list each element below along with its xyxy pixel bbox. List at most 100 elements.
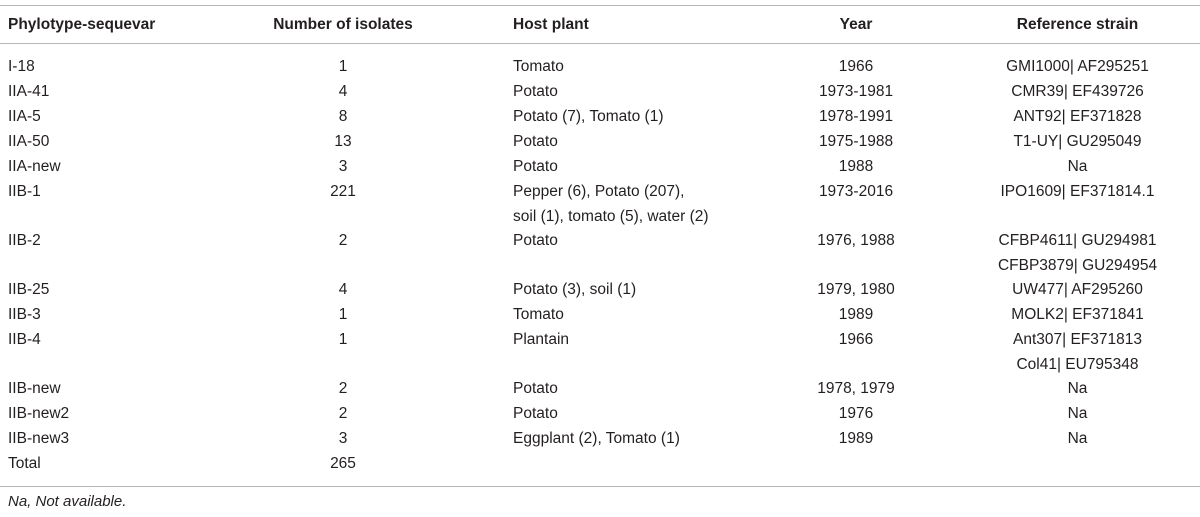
cell-host-plant-line: Potato (513, 158, 558, 175)
cell-sequevar: IIB-2 (8, 232, 41, 249)
cell-year: 1978, 1979 (817, 380, 895, 397)
cell-reference-strain-line: Na (1067, 380, 1088, 397)
cell-sequevar: IIA-new (8, 158, 61, 175)
cell-isolates: 4 (338, 83, 348, 100)
cell-isolates: 13 (334, 133, 352, 150)
cell-sequevar: IIA-41 (8, 83, 50, 100)
cell-reference-strain: Ant307| EF371813 Col41| EU795348 (960, 327, 1195, 377)
cell-year: 1973-2016 (818, 183, 894, 200)
cell-reference-strain-line: Na (1067, 430, 1088, 447)
cell-host-plant-line: Potato (7), Tomato (1) (513, 108, 664, 125)
cell-reference-strain-line: Col41| EU795348 (1016, 356, 1139, 373)
cell-host-plant-line: Potato (513, 380, 558, 397)
cell-reference-strain: T1-UY| GU295049 (960, 129, 1195, 154)
cell-reference-strain-line: MOLK2| EF371841 (1011, 306, 1144, 323)
cell-host-plant-line: soil (1), tomato (5), water (2) (513, 208, 709, 225)
cell-host-plant-line: Tomato (513, 58, 564, 75)
cell-isolates: 2 (338, 232, 348, 249)
cell-reference-strain: IPO1609| EF371814.1 (960, 179, 1195, 204)
cell-reference-strain-line: CFBP4611| GU294981 (998, 232, 1157, 249)
cell-year: 1966 (838, 331, 874, 348)
cell-reference-strain: GMI1000| AF295251 (960, 54, 1195, 79)
table-header-rule (0, 43, 1200, 44)
cell-host-plant-line: Potato (513, 83, 558, 100)
cell-isolates: 3 (338, 430, 348, 447)
cell-reference-strain-line: ANT92| EF371828 (1013, 108, 1142, 125)
cell-year: 1989 (838, 430, 874, 447)
cell-host-plant: Potato (513, 401, 558, 426)
cell-host-plant: Tomato (513, 54, 564, 79)
cell-reference-strain-line: T1-UY| GU295049 (1013, 133, 1142, 150)
cell-reference-strain-line: Na (1067, 405, 1088, 422)
cell-isolates: 8 (338, 108, 348, 125)
table-footnote: Na, Not available. (8, 493, 127, 510)
cell-sequevar: IIB-3 (8, 306, 41, 323)
cell-host-plant: Pepper (6), Potato (207), soil (1), tomat… (513, 179, 709, 229)
cell-sequevar: I-18 (8, 58, 35, 75)
cell-reference-strain-line: CFBP3879| GU294954 (997, 257, 1158, 274)
cell-host-plant-line: Potato (513, 133, 558, 150)
header-number-of-isolates: Number of isolates (273, 16, 413, 33)
cell-year: 1966 (838, 58, 874, 75)
cell-year: 1979, 1980 (817, 281, 895, 298)
cell-sequevar: IIB-25 (8, 281, 50, 298)
cell-year: 1978-1991 (818, 108, 894, 125)
cell-isolates: 265 (330, 455, 356, 472)
cell-reference-strain: MOLK2| EF371841 (960, 302, 1195, 327)
cell-reference-strain: Na (960, 154, 1195, 179)
cell-host-plant-line: Potato (513, 232, 558, 249)
cell-reference-strain: ANT92| EF371828 (960, 104, 1195, 129)
table-bottom-rule (0, 486, 1200, 487)
cell-sequevar: IIB-new (8, 380, 61, 397)
cell-host-plant: Tomato (513, 302, 564, 327)
cell-host-plant-line: Potato (513, 405, 558, 422)
cell-reference-strain-line: CMR39| EF439726 (1011, 83, 1144, 100)
cell-isolates: 2 (338, 380, 348, 397)
cell-sequevar: IIB-new3 (8, 430, 70, 447)
cell-isolates: 1 (338, 306, 348, 323)
cell-host-plant-line: Eggplant (2), Tomato (1) (513, 430, 680, 447)
cell-reference-strain-line: GMI1000| AF295251 (1006, 58, 1149, 75)
cell-host-plant: Potato (7), Tomato (1) (513, 104, 663, 129)
table-header: Phylotype-sequevar Number of isolates Ho… (0, 6, 1200, 43)
cell-isolates: 1 (338, 331, 348, 348)
cell-year: 1973-1981 (818, 83, 894, 100)
cell-reference-strain: UW477| AF295260 (960, 277, 1195, 302)
cell-sequevar: IIB-1 (8, 183, 41, 200)
cell-host-plant-line: Tomato (513, 306, 564, 323)
cell-host-plant: Potato (513, 129, 558, 154)
cell-host-plant: Eggplant (2), Tomato (1) (513, 426, 680, 451)
cell-reference-strain: CFBP4611| GU294981 CFBP3879| GU294954 (960, 228, 1195, 278)
cell-reference-strain: CMR39| EF439726 (960, 79, 1195, 104)
cell-host-plant-line: Potato (3), soil (1) (513, 281, 637, 298)
header-host-plant: Host plant (513, 16, 589, 33)
header-reference-strain: Reference strain (1016, 16, 1139, 33)
cell-reference-strain: Na (960, 376, 1195, 401)
cell-year: 1989 (838, 306, 874, 323)
cell-reference-strain: Na (960, 426, 1195, 451)
cell-sequevar: IIB-new2 (8, 405, 70, 422)
cell-host-plant: Potato (3), soil (1) (513, 277, 636, 302)
cell-reference-strain-line: Ant307| EF371813 (1013, 331, 1142, 348)
cell-host-plant-line: Pepper (6), Potato (207), (513, 183, 685, 200)
cell-isolates: 221 (330, 183, 356, 200)
cell-year: 1975-1988 (818, 133, 894, 150)
cell-year: 1976, 1988 (817, 232, 895, 249)
cell-reference-strain: Na (960, 401, 1195, 426)
header-year: Year (839, 16, 873, 33)
cell-reference-strain-line: IPO1609| EF371814.1 (1000, 183, 1155, 200)
cell-isolates: 4 (338, 281, 348, 298)
cell-reference-strain-line: Na (1067, 158, 1088, 175)
cell-host-plant: Plantain (513, 327, 569, 352)
header-phylotype-sequevar: Phylotype-sequevar (8, 16, 156, 33)
cell-host-plant: Potato (513, 154, 558, 179)
cell-sequevar: IIA-5 (8, 108, 41, 125)
cell-reference-strain-line: UW477| AF295260 (1012, 281, 1143, 298)
cell-host-plant-line: Plantain (513, 331, 570, 348)
cell-sequevar: IIB-4 (8, 331, 41, 348)
cell-sequevar: IIA-50 (8, 133, 50, 150)
cell-year: 1976 (838, 405, 874, 422)
cell-year: 1988 (838, 158, 874, 175)
cell-sequevar: Total (8, 455, 41, 472)
